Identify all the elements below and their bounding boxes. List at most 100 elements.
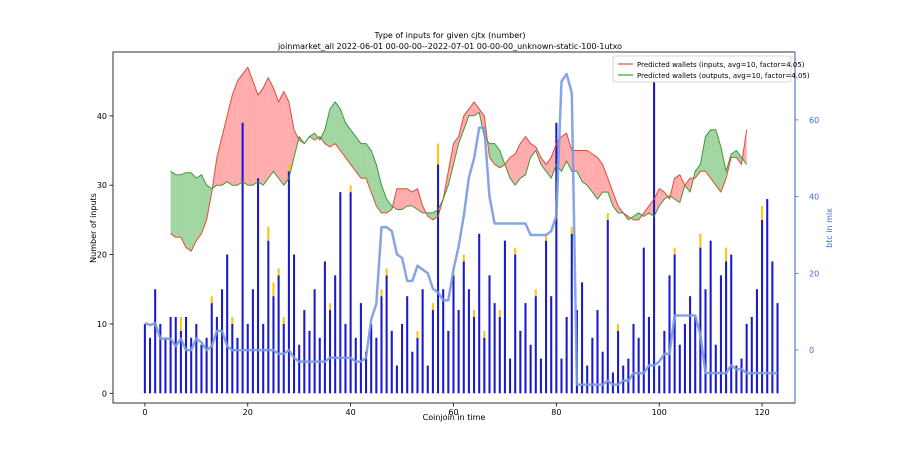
bar — [699, 247, 702, 394]
fill-between — [180, 172, 187, 248]
fill-between — [237, 74, 243, 186]
y2-axis-label: btc in mix — [825, 208, 834, 248]
fill-between — [186, 172, 192, 252]
fill-between — [227, 95, 233, 186]
bar-stack — [514, 247, 517, 255]
y2-tick-label: 40 — [809, 193, 819, 202]
fill-between — [396, 188, 403, 210]
bar — [467, 289, 470, 394]
bar — [313, 289, 316, 394]
bar — [210, 303, 213, 394]
fill-between — [350, 129, 356, 172]
bar — [406, 296, 409, 394]
fill-between — [494, 143, 500, 168]
fill-between — [602, 164, 608, 193]
bar — [251, 289, 254, 394]
bar — [498, 316, 501, 394]
fill-between — [294, 129, 299, 158]
bar — [509, 358, 512, 394]
bar — [380, 296, 383, 394]
bar — [719, 275, 722, 394]
bar — [370, 323, 373, 394]
fill-between — [731, 150, 737, 158]
bar — [735, 365, 738, 394]
bar — [730, 254, 733, 394]
fill-between — [607, 178, 613, 206]
bar-stack — [534, 289, 537, 297]
bar — [478, 233, 481, 394]
bar — [354, 337, 357, 394]
bar — [550, 296, 553, 394]
y2-tick-label: 60 — [809, 116, 819, 125]
bar — [653, 81, 656, 394]
bar — [231, 323, 234, 394]
fill-between — [736, 150, 742, 165]
bar-stack — [231, 316, 234, 324]
bar — [539, 358, 542, 394]
bar — [678, 344, 681, 394]
fill-between — [360, 143, 367, 179]
bar-stack — [210, 296, 213, 304]
bar — [241, 122, 244, 394]
bar — [257, 178, 260, 394]
btc-line — [144, 72, 778, 386]
bar — [534, 296, 537, 394]
bar — [503, 240, 506, 394]
bar — [473, 316, 476, 394]
bar-stack — [385, 268, 388, 276]
y-tick-label: 20 — [97, 251, 107, 260]
bar-stack — [277, 268, 280, 276]
bar-stack — [545, 233, 548, 241]
fill-between — [355, 136, 361, 179]
bar-stack — [606, 212, 609, 220]
bar-stack — [329, 303, 332, 311]
y-tick-label: 10 — [97, 320, 107, 329]
fill-between — [695, 164, 701, 179]
bar — [190, 337, 193, 394]
bar — [334, 275, 337, 394]
bar-stack — [699, 233, 702, 248]
bar — [586, 365, 589, 394]
bar — [246, 323, 249, 394]
fill-between — [263, 77, 269, 186]
fill-between — [448, 143, 454, 186]
bar — [318, 337, 321, 394]
bar — [195, 323, 198, 394]
fill-between — [376, 164, 382, 213]
bar — [565, 316, 568, 394]
fill-between — [674, 174, 680, 203]
chart-subtitle: joinmarket_all 2022-06-01 00-00-00--2022… — [277, 42, 622, 51]
x-tick-label: 40 — [346, 408, 356, 417]
bar — [359, 303, 362, 394]
fill-between — [710, 129, 716, 186]
bar-stack — [287, 164, 290, 172]
bar — [431, 310, 434, 394]
bar — [745, 323, 748, 394]
bar — [236, 337, 239, 394]
bar — [452, 275, 455, 394]
fill-between — [288, 101, 295, 179]
fill-between — [684, 178, 691, 193]
fill-between — [679, 174, 685, 203]
fill-between — [530, 143, 536, 158]
bar-stack — [483, 330, 486, 338]
bar — [766, 199, 769, 394]
fill-between — [566, 133, 572, 172]
bar — [339, 192, 342, 394]
bar — [776, 303, 779, 394]
bar — [545, 240, 548, 394]
bar — [282, 323, 285, 394]
fill-between — [340, 108, 346, 158]
y-axis-label: Number of inputs — [89, 193, 98, 263]
bar — [303, 310, 306, 394]
bar — [647, 316, 650, 394]
bar — [457, 310, 460, 394]
fill-between — [561, 133, 567, 172]
bar — [514, 254, 517, 394]
bar — [642, 247, 645, 394]
bar — [267, 240, 270, 394]
legend-label: Predicted wallets (inputs, avg=10, facto… — [637, 61, 805, 69]
fill-between — [175, 174, 181, 238]
bar — [349, 192, 352, 394]
bar — [740, 358, 743, 394]
